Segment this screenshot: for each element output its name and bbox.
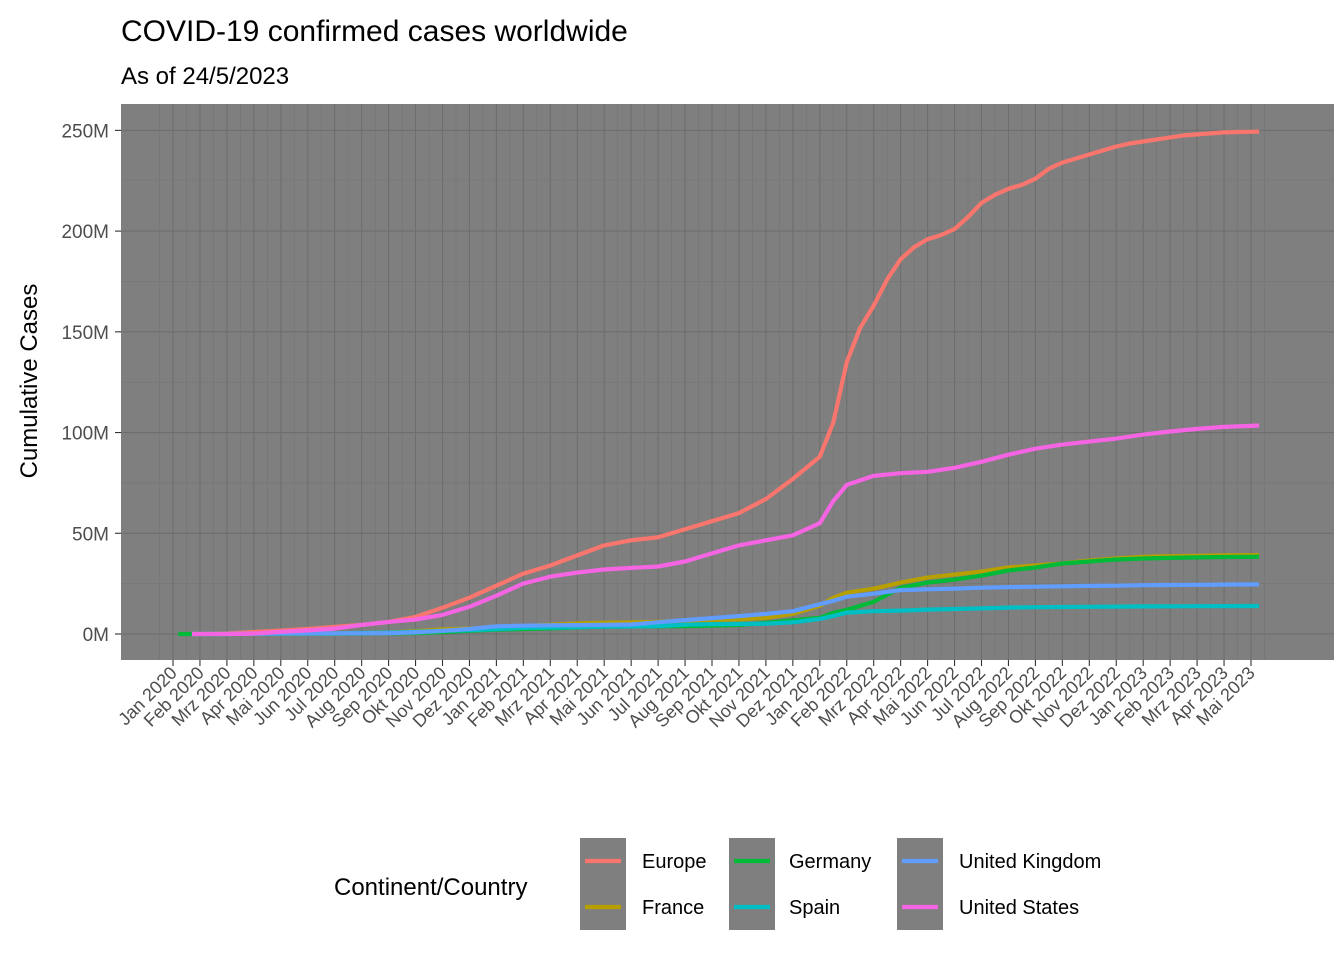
- legend-label: Germany: [789, 851, 871, 873]
- legend-label: Spain: [789, 897, 840, 919]
- legend: Continent/Country Europe France Germany Spa…: [334, 838, 1101, 930]
- y-tick-label: 250M: [61, 121, 109, 142]
- minor-gridlines: [121, 104, 1334, 660]
- legend-item-germany: Germany: [729, 838, 871, 884]
- chart-subtitle: As of 24/5/2023: [121, 63, 289, 90]
- legend-item-united-states: United States: [897, 884, 1079, 930]
- legend-label: France: [642, 897, 704, 919]
- y-tick-label: 50M: [72, 524, 109, 545]
- legend-item-europe: Europe: [580, 838, 707, 884]
- y-tick-label: 150M: [61, 323, 109, 344]
- legend-label: Europe: [642, 851, 707, 873]
- y-tick-label: 100M: [61, 424, 109, 445]
- y-tick-label: 0M: [83, 625, 109, 646]
- legend-label: United States: [959, 897, 1079, 919]
- y-tick-label: 200M: [61, 222, 109, 243]
- legend-items: Europe France Germany Spain United Kingdom Un…: [580, 838, 1101, 930]
- legend-item-france: France: [580, 884, 704, 930]
- y-axis-label: Cumulative Cases: [16, 284, 43, 479]
- major-gridlines: [121, 104, 1334, 660]
- chart-title: COVID-19 confirmed cases worldwide: [121, 15, 628, 48]
- legend-label: United Kingdom: [959, 851, 1101, 873]
- legend-item-united-kingdom: United Kingdom: [897, 838, 1101, 884]
- series-line-europe: [191, 129, 1260, 637]
- legend-item-spain: Spain: [729, 884, 840, 930]
- series-lines: [178, 129, 1260, 637]
- series-line-united-states: [191, 423, 1260, 637]
- series-line-united-kingdom: [191, 582, 1260, 637]
- legend-title: Continent/Country: [334, 874, 527, 901]
- y-axis-ticks: 0M 50M 100M 150M 200M 250M: [61, 121, 121, 646]
